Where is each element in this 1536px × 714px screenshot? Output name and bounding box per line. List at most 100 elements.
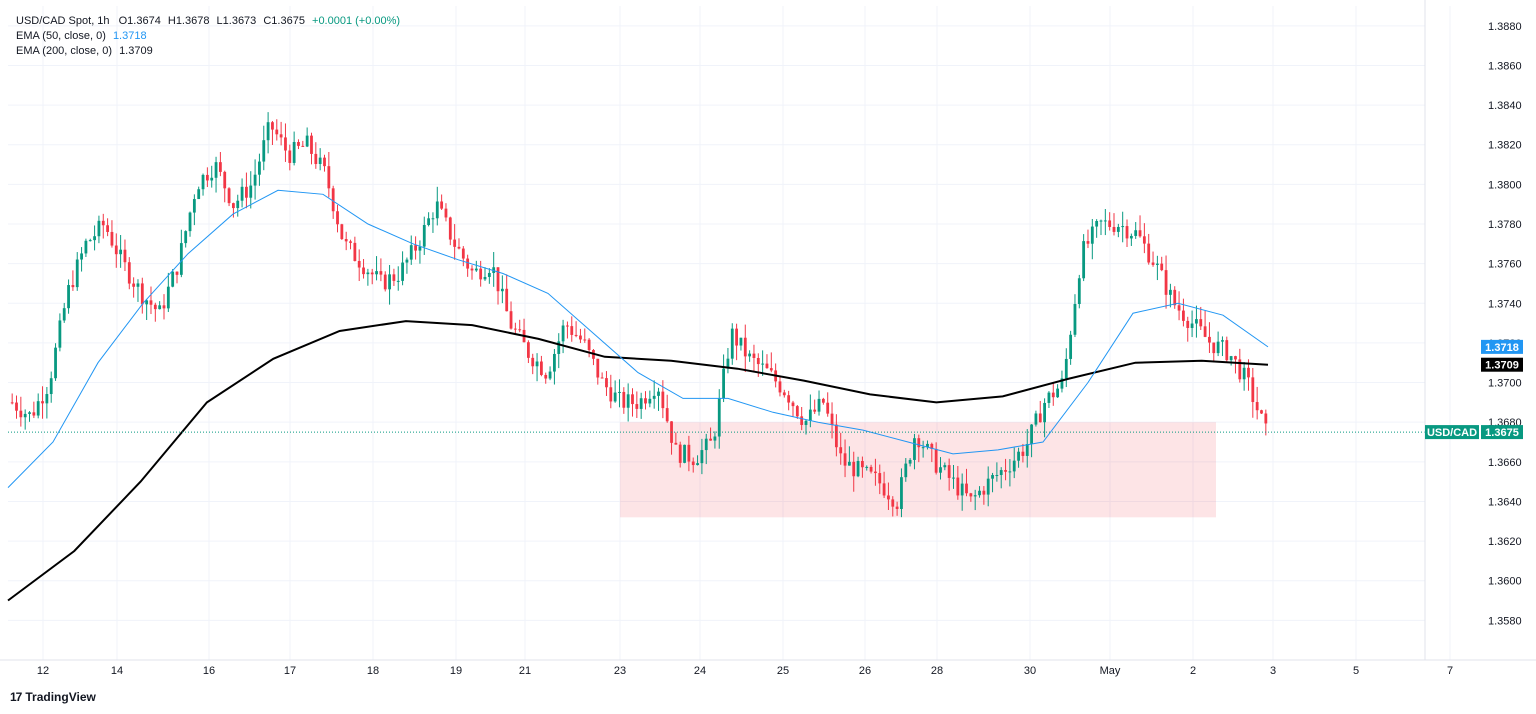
candle-body bbox=[223, 171, 227, 189]
candle-body bbox=[882, 483, 886, 496]
candle-body bbox=[769, 368, 773, 371]
candle-body bbox=[566, 325, 569, 327]
candle-body bbox=[978, 490, 981, 496]
candle-body bbox=[826, 402, 830, 414]
symbol-row: USD/CAD Spot, 1h O1.3674 H1.3678 L1.3673… bbox=[16, 14, 400, 29]
candle-body bbox=[861, 460, 864, 468]
candle-body bbox=[635, 404, 639, 409]
candle-body bbox=[132, 283, 136, 287]
candle-body bbox=[405, 259, 409, 263]
candle-body bbox=[865, 466, 869, 468]
candle-body bbox=[570, 326, 574, 335]
candle-body bbox=[140, 283, 144, 305]
candle-body bbox=[982, 490, 986, 495]
candle-body bbox=[605, 378, 608, 388]
candle-body bbox=[431, 218, 435, 220]
watermark-text: TradingView bbox=[25, 690, 96, 704]
candle-body bbox=[874, 471, 877, 474]
price-axis[interactable]: 1.35801.36001.36201.36401.36601.36801.37… bbox=[0, 0, 1536, 661]
candle-body bbox=[1151, 262, 1155, 265]
y-tick-label: 1.3700 bbox=[1488, 378, 1522, 390]
candle-body bbox=[683, 444, 686, 463]
candle-body bbox=[1155, 263, 1159, 265]
candle-body bbox=[496, 267, 500, 292]
ema50-line bbox=[7, 189, 1269, 488]
candle-body bbox=[921, 447, 925, 449]
candle-body bbox=[939, 467, 942, 473]
candle-body bbox=[553, 353, 556, 372]
candle-body bbox=[513, 328, 517, 330]
candle-body bbox=[960, 483, 964, 496]
candle-body bbox=[474, 268, 478, 271]
candle-body bbox=[401, 262, 404, 281]
candle-body bbox=[327, 166, 331, 189]
candle-body bbox=[1221, 340, 1224, 342]
tradingview-watermark[interactable]: 17 TradingView bbox=[10, 690, 96, 704]
candle-body bbox=[440, 201, 444, 209]
candle-body bbox=[613, 392, 617, 402]
candle-body bbox=[340, 224, 344, 240]
ema200-label: EMA (200, close, 0) bbox=[16, 45, 112, 57]
candle-body bbox=[1056, 388, 1060, 398]
candle-body bbox=[934, 448, 938, 473]
candle-body bbox=[232, 203, 235, 209]
time-axis[interactable]: 12 14 16 17 18 19 21 23 24 25 26 28 30 May 2 3 5 7 bbox=[37, 665, 1453, 677]
candle-body bbox=[1134, 230, 1138, 236]
candle-body bbox=[279, 134, 283, 138]
x-tick-label: 17 bbox=[284, 665, 296, 677]
ema50-value: 1.3718 bbox=[112, 30, 147, 42]
candle-body bbox=[414, 245, 417, 251]
candle-body bbox=[800, 416, 804, 425]
candle-body bbox=[262, 140, 266, 162]
candle-body bbox=[123, 249, 127, 263]
candle-body bbox=[75, 259, 79, 288]
candle-body bbox=[756, 357, 760, 365]
candle-body bbox=[258, 161, 261, 175]
candle-body bbox=[119, 249, 123, 255]
price-tag-bg bbox=[1481, 357, 1523, 372]
candle-body bbox=[1251, 377, 1255, 403]
x-tick-label: 21 bbox=[519, 665, 531, 677]
candle-body bbox=[965, 483, 968, 494]
candle-body bbox=[227, 188, 231, 204]
candle-body bbox=[318, 157, 322, 165]
candle-body bbox=[1034, 413, 1038, 425]
candle-body bbox=[301, 145, 305, 147]
candle-body bbox=[1225, 340, 1229, 361]
candle-body bbox=[444, 208, 448, 218]
candle-body bbox=[1008, 471, 1012, 473]
candle-body bbox=[1142, 236, 1146, 244]
candle-body bbox=[349, 241, 352, 243]
x-tick-label: 5 bbox=[1353, 665, 1359, 677]
candle-body bbox=[470, 268, 474, 271]
candle-body bbox=[210, 177, 214, 181]
x-tick-label: 2 bbox=[1190, 665, 1196, 677]
candle-body bbox=[1108, 220, 1112, 227]
candle-body bbox=[1095, 221, 1099, 227]
candle-body bbox=[1173, 289, 1177, 306]
symbol-tag-bg bbox=[1425, 425, 1479, 440]
y-tick-label: 1.3820 bbox=[1488, 140, 1522, 152]
ema50-row: EMA (50, close, 0) 1.3718 bbox=[16, 29, 400, 44]
candle-body bbox=[726, 358, 730, 369]
x-tick-label: May bbox=[1100, 665, 1121, 677]
candle-body bbox=[409, 245, 413, 260]
candle-body bbox=[1017, 451, 1020, 461]
candle-body bbox=[847, 461, 851, 466]
candle-body bbox=[344, 239, 348, 242]
candle-body bbox=[1212, 342, 1216, 354]
candle-body bbox=[526, 342, 530, 358]
candle-body bbox=[54, 347, 57, 379]
y-tick-label: 1.3640 bbox=[1488, 496, 1522, 508]
x-tick-label: 28 bbox=[931, 665, 943, 677]
candle-body bbox=[1160, 263, 1164, 271]
candle-body bbox=[1121, 226, 1125, 228]
support-zone bbox=[620, 422, 1216, 518]
candle-body bbox=[41, 401, 44, 404]
candle-body bbox=[379, 271, 383, 275]
candle-body bbox=[913, 438, 916, 460]
candle-body bbox=[791, 402, 795, 407]
candle-body bbox=[166, 286, 170, 309]
candle-body bbox=[253, 174, 257, 186]
